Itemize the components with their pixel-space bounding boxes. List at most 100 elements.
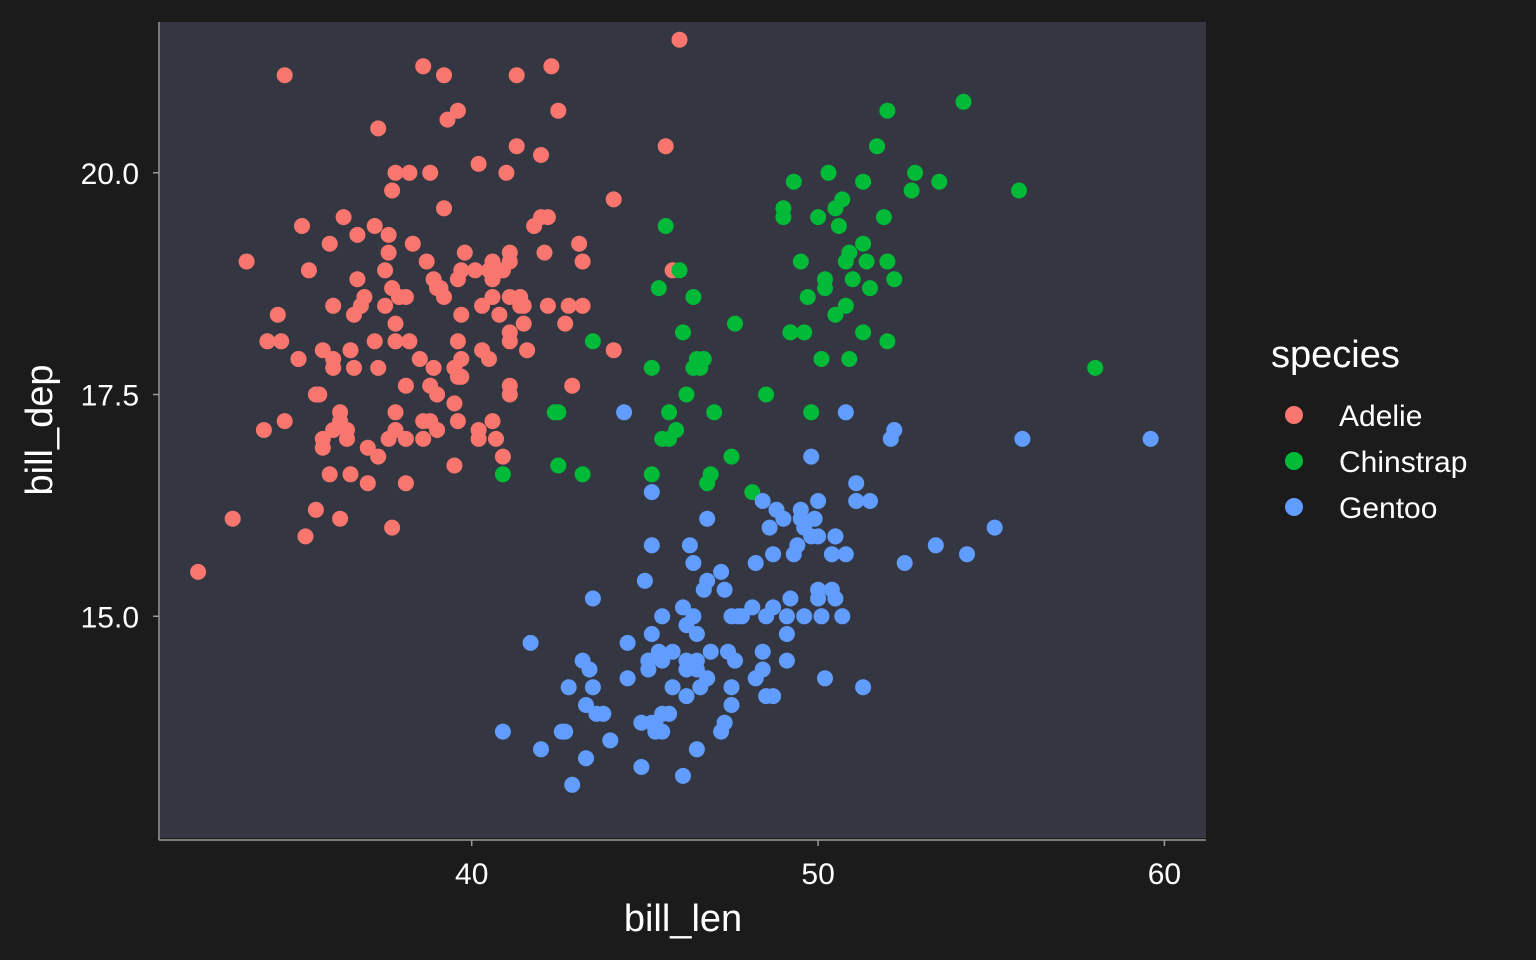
- legend-key-chinstrap: [1285, 452, 1303, 470]
- point-adelie: [335, 209, 352, 226]
- point-adelie: [387, 404, 404, 421]
- point-chinstrap: [671, 262, 688, 279]
- point-gentoo: [747, 555, 764, 571]
- x-axis-ticks: 40 50 60: [455, 840, 1181, 891]
- point-gentoo: [685, 608, 702, 625]
- point-adelie: [574, 297, 591, 314]
- point-gentoo: [557, 723, 574, 740]
- point-gentoo: [827, 590, 844, 607]
- point-chinstrap: [661, 430, 678, 447]
- point-chinstrap: [643, 359, 660, 376]
- point-chinstrap: [494, 466, 511, 483]
- point-adelie: [290, 351, 307, 367]
- point-chinstrap: [903, 182, 920, 199]
- point-adelie: [297, 528, 314, 545]
- point-gentoo: [643, 484, 660, 501]
- point-gentoo: [823, 546, 840, 563]
- point-adelie: [391, 289, 407, 305]
- point-gentoo: [810, 493, 827, 509]
- point-gentoo: [810, 581, 827, 598]
- point-gentoo: [713, 563, 730, 580]
- point-adelie: [321, 466, 338, 483]
- point-adelie: [255, 422, 272, 438]
- point-adelie: [501, 386, 518, 403]
- point-adelie: [190, 563, 207, 580]
- point-gentoo: [564, 776, 581, 793]
- point-adelie: [446, 395, 463, 412]
- point-adelie: [349, 271, 366, 288]
- point-chinstrap: [875, 209, 892, 226]
- point-chinstrap: [820, 164, 837, 181]
- point-adelie: [543, 58, 560, 75]
- point-adelie: [349, 226, 366, 243]
- point-chinstrap: [855, 235, 872, 252]
- point-adelie: [401, 333, 418, 350]
- point-gentoo: [702, 643, 719, 660]
- point-gentoo: [765, 546, 782, 563]
- point-adelie: [224, 510, 241, 527]
- point-gentoo: [636, 572, 653, 589]
- point-adelie: [491, 306, 508, 323]
- point-adelie: [359, 475, 376, 492]
- point-gentoo: [522, 634, 539, 651]
- point-gentoo: [758, 608, 775, 625]
- point-gentoo: [886, 422, 903, 438]
- point-adelie: [557, 315, 574, 332]
- point-chinstrap: [955, 93, 972, 110]
- point-gentoo: [584, 590, 601, 607]
- point-adelie: [605, 191, 622, 208]
- point-gentoo: [716, 581, 733, 598]
- y-axis-ticks: 15.0 17.5 20.0: [81, 158, 159, 634]
- point-adelie: [401, 164, 418, 181]
- point-chinstrap: [678, 386, 695, 403]
- point-chinstrap: [886, 271, 903, 288]
- point-adelie: [488, 430, 504, 447]
- point-chinstrap: [817, 280, 833, 297]
- point-chinstrap: [584, 333, 601, 350]
- point-adelie: [276, 67, 293, 84]
- point-gentoo: [581, 661, 598, 678]
- point-adelie: [508, 138, 525, 155]
- point-gentoo: [927, 537, 944, 554]
- point-adelie: [474, 297, 491, 314]
- point-gentoo: [633, 714, 650, 731]
- point-adelie: [501, 289, 518, 305]
- point-adelie: [380, 244, 397, 261]
- point-gentoo: [699, 670, 716, 687]
- point-chinstrap: [879, 102, 896, 119]
- point-gentoo: [723, 608, 740, 625]
- point-chinstrap: [550, 457, 567, 474]
- point-adelie: [370, 359, 387, 376]
- point-gentoo: [758, 688, 775, 705]
- point-gentoo: [578, 697, 594, 713]
- point-adelie: [550, 102, 567, 119]
- point-adelie: [332, 510, 349, 527]
- point-gentoo: [678, 661, 695, 678]
- point-chinstrap: [675, 324, 691, 341]
- point-adelie: [259, 333, 276, 350]
- point-chinstrap: [643, 466, 660, 483]
- point-chinstrap: [758, 386, 775, 403]
- point-gentoo: [643, 537, 660, 554]
- point-gentoo: [533, 741, 549, 758]
- point-gentoo: [754, 661, 771, 678]
- point-chinstrap: [931, 173, 948, 190]
- point-gentoo: [848, 493, 865, 509]
- point-gentoo: [792, 510, 809, 527]
- point-adelie: [325, 359, 342, 376]
- point-adelie: [397, 430, 414, 447]
- point-adelie: [384, 182, 401, 199]
- point-gentoo: [723, 679, 740, 696]
- point-gentoo: [633, 759, 650, 775]
- point-adelie: [657, 138, 674, 155]
- point-chinstrap: [879, 253, 896, 270]
- point-chinstrap: [841, 351, 858, 367]
- point-chinstrap: [799, 289, 816, 305]
- point-gentoo: [806, 510, 823, 527]
- point-gentoo: [768, 501, 785, 518]
- point-gentoo: [699, 510, 716, 527]
- point-gentoo: [681, 537, 698, 554]
- point-chinstrap: [830, 218, 847, 234]
- point-adelie: [314, 342, 331, 359]
